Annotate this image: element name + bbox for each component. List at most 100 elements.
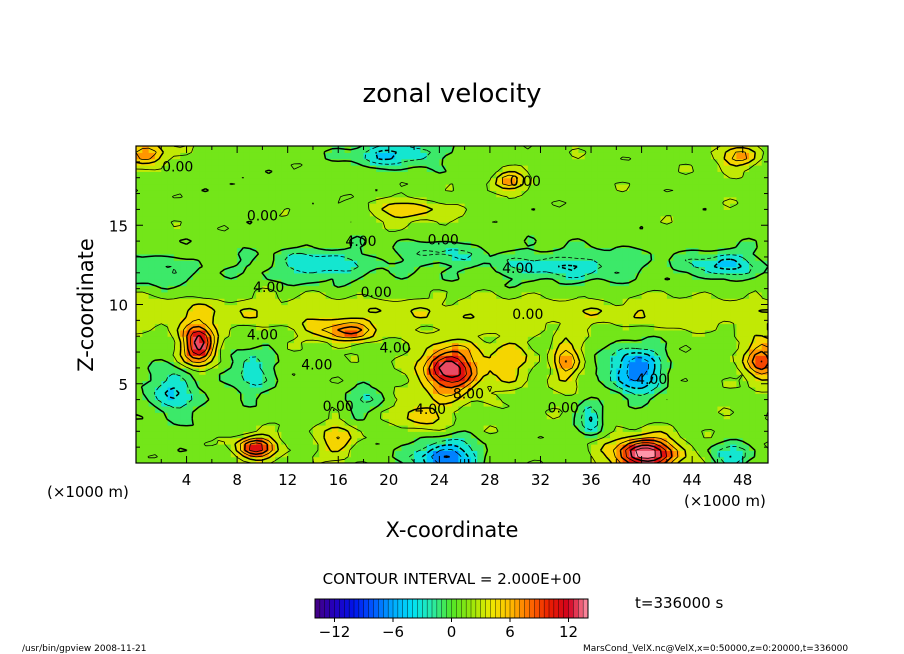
field-cell	[723, 234, 731, 242]
field-cell	[559, 177, 567, 185]
field-cell	[711, 152, 719, 160]
field-cell	[287, 405, 295, 413]
field-cell	[445, 260, 453, 268]
field-cell	[350, 171, 358, 179]
field-cell	[439, 367, 447, 375]
field-cell	[591, 374, 598, 382]
field-cell	[357, 260, 365, 268]
field-cell	[711, 405, 719, 413]
field-cell	[300, 361, 308, 369]
field-cell	[256, 374, 263, 382]
field-cell	[180, 329, 188, 337]
field-cell	[445, 342, 453, 350]
field-cell	[572, 380, 579, 388]
field-cell	[369, 222, 377, 230]
field-cell	[319, 260, 327, 268]
field-cell	[363, 323, 371, 331]
field-cell	[357, 431, 365, 439]
field-cell	[534, 393, 542, 401]
field-cell	[628, 367, 636, 375]
field-cell	[186, 405, 194, 413]
field-cell	[730, 310, 737, 318]
field-cell	[426, 241, 434, 249]
field-cell	[338, 412, 346, 420]
field-cell	[534, 152, 542, 160]
field-cell	[622, 380, 630, 388]
field-cell	[319, 399, 327, 407]
field-cell	[445, 424, 453, 432]
field-cell	[736, 177, 744, 185]
field-cell	[420, 272, 428, 280]
field-cell	[382, 146, 390, 153]
field-cell	[622, 291, 630, 299]
field-cell	[723, 152, 731, 160]
field-cell	[382, 234, 390, 242]
field-cell	[294, 405, 301, 413]
field-cell	[578, 361, 586, 369]
field-cell	[597, 260, 605, 268]
field-cell	[136, 298, 143, 306]
field-cell	[527, 247, 535, 255]
field-cell	[148, 272, 156, 280]
field-cell	[508, 393, 516, 401]
field-cell	[711, 266, 719, 274]
field-cell	[477, 329, 485, 337]
field-cell	[426, 171, 434, 179]
field-cell	[262, 336, 270, 344]
field-cell	[521, 329, 529, 337]
field-cell	[736, 374, 744, 382]
field-cell	[521, 399, 529, 407]
field-cell	[647, 196, 655, 204]
field-cell	[515, 184, 523, 191]
field-cell	[148, 253, 156, 261]
field-cell	[218, 158, 226, 166]
field-cell	[628, 279, 636, 287]
field-cell	[154, 260, 162, 268]
field-cell	[350, 253, 358, 261]
field-cell	[698, 272, 706, 280]
field-cell	[458, 260, 466, 268]
field-cell	[439, 310, 447, 318]
field-cell	[142, 177, 150, 185]
field-cell	[521, 253, 529, 261]
field-cell	[603, 329, 611, 337]
field-cell	[692, 393, 700, 401]
field-cell	[148, 431, 156, 439]
field-cell	[148, 152, 156, 160]
field-cell	[388, 196, 396, 204]
field-cell	[173, 298, 181, 306]
field-cell	[306, 146, 314, 153]
field-cell	[711, 361, 719, 369]
field-cell	[628, 424, 636, 432]
field-cell	[294, 228, 301, 236]
field-cell	[698, 367, 706, 375]
field-cell	[395, 222, 403, 230]
field-cell	[546, 165, 554, 172]
field-cell	[281, 215, 289, 223]
field-cell	[312, 405, 320, 413]
field-cell	[414, 279, 421, 287]
field-cell	[698, 152, 706, 160]
field-cell	[685, 348, 693, 356]
field-cell	[414, 310, 421, 318]
field-cell	[300, 298, 308, 306]
field-cell	[742, 317, 750, 325]
field-cell	[666, 190, 674, 198]
field-cell	[249, 253, 257, 261]
field-cell	[692, 367, 700, 375]
field-cell	[262, 405, 270, 413]
field-cell	[445, 386, 453, 394]
field-cell	[635, 329, 643, 337]
field-cell	[445, 222, 453, 230]
field-cell	[679, 165, 687, 172]
field-cell	[521, 298, 529, 306]
field-cell	[287, 171, 295, 179]
field-cell	[647, 342, 655, 350]
field-cell	[357, 323, 365, 331]
field-cell	[572, 190, 579, 198]
field-cell	[294, 177, 301, 185]
field-cell	[344, 342, 352, 350]
field-cell	[496, 222, 504, 230]
field-cell	[527, 304, 535, 312]
field-cell	[312, 158, 320, 166]
